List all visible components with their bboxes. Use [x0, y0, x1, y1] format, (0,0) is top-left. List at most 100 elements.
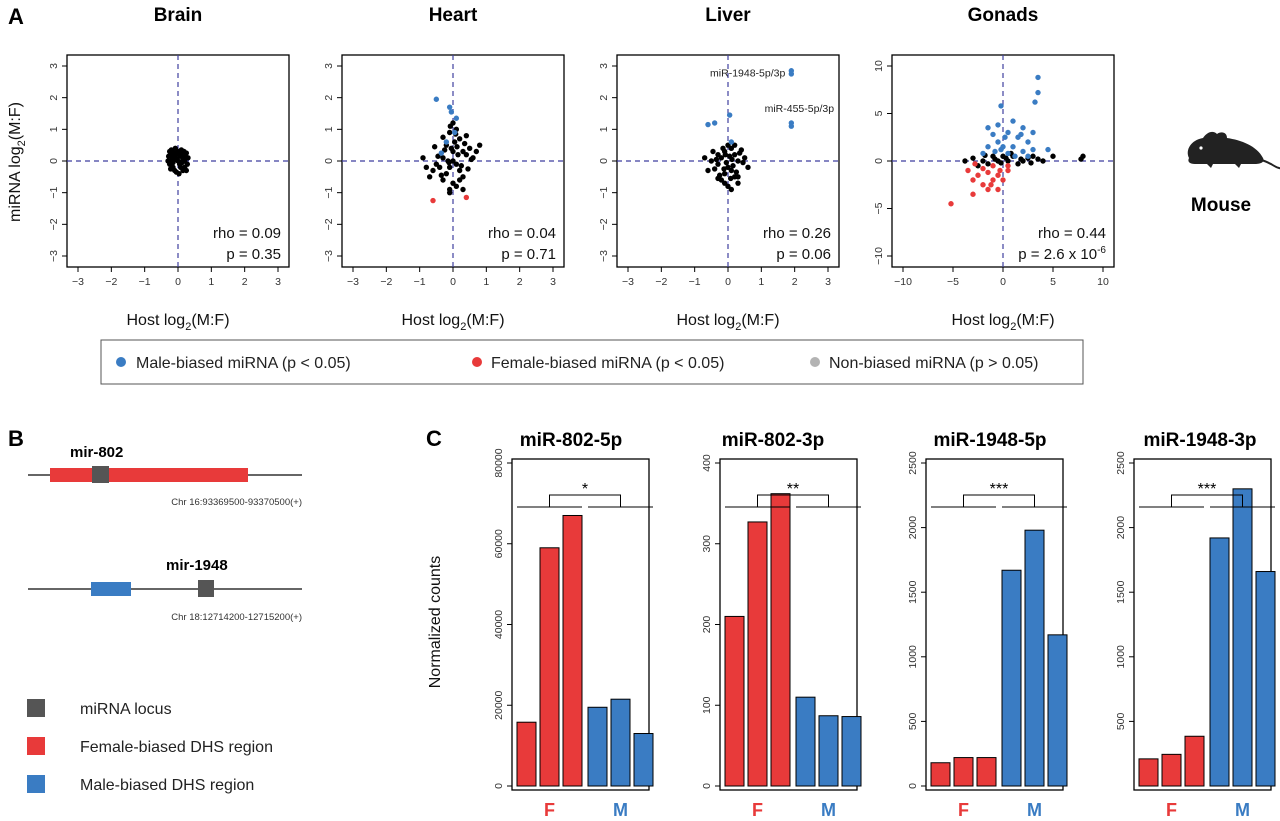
data-point	[721, 166, 727, 172]
bracket-bridge	[757, 494, 829, 507]
mouse-silhouette-icon	[1187, 131, 1280, 170]
data-point	[788, 123, 795, 129]
significance-stars: **	[787, 481, 799, 498]
panel-letter-b: B	[8, 426, 24, 451]
legend-female-dhs-marker	[27, 737, 45, 755]
legend-male-dhs-marker	[27, 775, 45, 793]
bracket-bridge	[549, 494, 621, 507]
scatter-panel-brain: Brain −3 −2 −1 0 1 2 3 3 2 1 0 −1 −2 −3 rho = 0.09 p = 0…	[48, 5, 290, 333]
data-point	[985, 169, 991, 176]
species-label: Mouse	[1191, 195, 1251, 216]
data-point	[710, 148, 716, 155]
data-point	[1012, 153, 1018, 159]
data-point	[1025, 139, 1031, 145]
y-tick-label: 1	[598, 126, 610, 132]
bar	[1047, 634, 1068, 787]
data-point	[985, 125, 991, 131]
gene-label-mir-1948: mir-1948	[166, 557, 228, 574]
data-point	[1010, 118, 1016, 124]
y-tick-label: −1	[598, 187, 610, 199]
panel-title: Brain	[154, 5, 203, 26]
data-point	[1035, 89, 1041, 96]
bar	[1184, 735, 1205, 787]
data-point	[948, 201, 954, 207]
data-point	[735, 180, 741, 186]
data-point	[451, 129, 458, 136]
bar	[1001, 569, 1022, 787]
y-tick-label: 0	[873, 158, 885, 164]
data-point	[174, 151, 180, 157]
x-tick-label: 1	[758, 276, 764, 288]
panel-letter-a: A	[8, 4, 24, 29]
data-point	[990, 177, 996, 183]
data-point	[1028, 160, 1034, 166]
data-point	[701, 155, 708, 161]
data-point	[1030, 153, 1036, 159]
x-tick-label: −5	[947, 276, 959, 288]
legend-male-dhs-label: Male-biased DHS region	[80, 777, 254, 794]
x-tick-label: −1	[139, 276, 151, 288]
bar	[1255, 571, 1276, 787]
data-point	[443, 170, 450, 177]
data-point	[1005, 163, 1011, 169]
data-point	[446, 129, 453, 136]
data-point	[473, 148, 480, 155]
data-point	[426, 174, 433, 180]
x-tick-label: 2	[242, 276, 248, 288]
bar	[770, 493, 791, 787]
y-tick-label: −2	[48, 218, 60, 230]
y-tick-label: −10	[873, 247, 885, 265]
data-point	[430, 167, 436, 174]
data-point	[430, 197, 436, 204]
data-point	[741, 155, 748, 161]
data-point	[446, 104, 453, 110]
data-point	[715, 175, 721, 182]
data-point	[448, 109, 455, 115]
group-label-m: M	[821, 800, 836, 820]
bar	[1138, 758, 1159, 787]
data-point	[172, 145, 179, 152]
x-tick-label: −1	[689, 276, 701, 288]
x-axis-label: Host log2(M:F)	[126, 312, 229, 333]
y-tick-label: −3	[48, 250, 60, 262]
bar	[724, 615, 745, 787]
y-tick-label: 1000	[907, 645, 919, 669]
data-point	[720, 145, 726, 152]
data-point	[453, 183, 460, 190]
data-point	[476, 142, 483, 148]
data-point	[1020, 125, 1026, 131]
y-tick-label: 60000	[493, 529, 505, 558]
y-tick-label: 500	[907, 712, 919, 730]
data-point	[423, 164, 430, 171]
x-tick-label: −3	[622, 276, 634, 288]
data-point	[443, 139, 450, 145]
y-tick-label: 3	[48, 63, 60, 69]
data-point	[727, 175, 734, 182]
data-point	[1078, 156, 1084, 162]
group-label-f: F	[752, 800, 763, 820]
bar	[953, 757, 974, 787]
data-point	[1018, 156, 1024, 162]
group-label-m: M	[1235, 800, 1250, 820]
panel-title: Gonads	[968, 5, 1039, 26]
y-tick-label: 0	[701, 783, 713, 789]
data-point	[729, 156, 735, 163]
chr-label-1948: Chr 18:12714200-12715200(+)	[171, 612, 302, 623]
data-point	[728, 186, 735, 193]
p-value-label: p = 0.71	[501, 246, 556, 263]
bar-ylabel: Normalized counts	[427, 556, 444, 689]
data-point	[735, 158, 741, 164]
data-point	[166, 148, 173, 155]
x-axis-label: Host log2(M:F)	[401, 312, 504, 333]
y-tick-label: 2	[323, 95, 335, 101]
scatter-panel-gonads: Gonads −10 −5 0 5 10 10 5 0 −5 −10 rho = 0.44 p = 2.…	[873, 5, 1115, 333]
bar	[818, 715, 839, 787]
p-value-label: p = 0.06	[776, 246, 831, 263]
bar	[633, 733, 654, 787]
significance-stars: *	[582, 481, 588, 498]
y-tick-label: 0	[48, 158, 60, 164]
data-point	[453, 115, 460, 121]
data-point	[446, 189, 453, 196]
data-point	[458, 163, 465, 169]
annotation-mir-455: miR-455-5p/3p	[765, 103, 835, 115]
